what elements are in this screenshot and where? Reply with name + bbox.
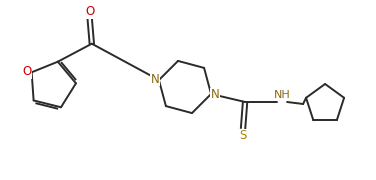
Text: N: N (150, 73, 159, 86)
Text: O: O (85, 5, 94, 18)
Text: NH: NH (274, 90, 290, 100)
Text: O: O (22, 65, 31, 78)
Text: S: S (240, 129, 247, 143)
Text: N: N (211, 89, 220, 102)
